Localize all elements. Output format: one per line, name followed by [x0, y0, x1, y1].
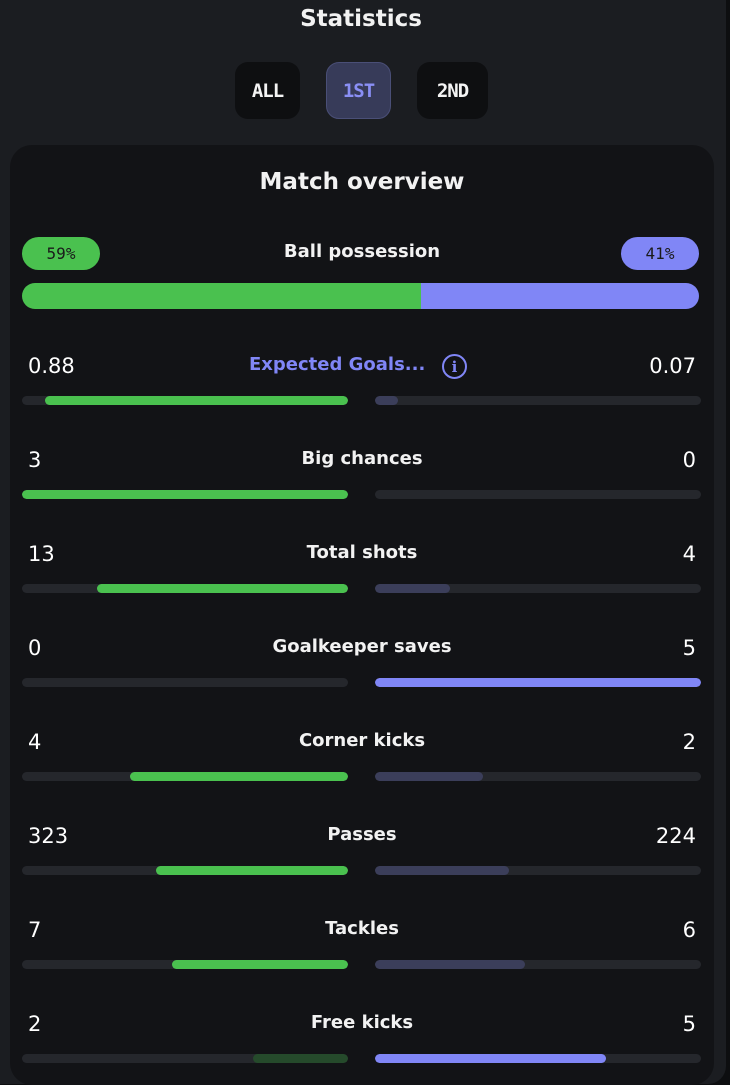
tab-all[interactable]: ALL	[235, 62, 300, 119]
stat-row: 7 Tackles 6	[10, 918, 714, 988]
match-overview-card: Match overview 59% Ball possession 41% 0…	[10, 145, 714, 1085]
away-stat-fill	[375, 960, 525, 969]
page-title: Statistics	[300, 6, 422, 32]
away-stat-bar	[375, 960, 701, 969]
home-stat-value: 7	[28, 918, 42, 942]
stat-name: Big chances	[301, 448, 423, 469]
away-stat-fill	[375, 772, 483, 781]
stat-name: Total shots	[306, 542, 418, 563]
stat-name: Tackles	[325, 918, 399, 939]
away-stat-fill	[375, 866, 509, 875]
away-stat-value: 6	[682, 918, 696, 942]
home-stat-bar	[22, 772, 348, 781]
period-tabs: ALL 1ST 2ND	[0, 62, 722, 119]
tab-1st[interactable]: 1ST	[326, 62, 391, 119]
stat-row: 0 Goalkeeper saves 5	[10, 636, 714, 706]
stat-row: 4 Corner kicks 2	[10, 730, 714, 800]
home-stat-value: 2	[28, 1012, 42, 1036]
away-stat-value: 224	[655, 824, 696, 848]
home-stat-bar	[22, 960, 348, 969]
away-stat-fill	[375, 584, 450, 593]
home-stat-bar	[22, 866, 348, 875]
home-stat-bar	[22, 490, 348, 499]
stat-name: Goalkeeper saves	[272, 636, 452, 657]
stat-name: Corner kicks	[298, 730, 426, 751]
away-stat-value: 0.07	[649, 354, 696, 378]
stat-name: Passes	[327, 824, 397, 845]
possession-bar	[22, 283, 699, 309]
away-stat-bar	[375, 1054, 701, 1063]
home-stat-value: 13	[28, 542, 55, 566]
home-stat-value: 0	[28, 636, 42, 660]
home-stat-fill	[155, 866, 348, 875]
possession-away-fill	[421, 283, 699, 309]
away-stat-bar	[375, 490, 701, 499]
away-stat-fill	[375, 396, 398, 405]
away-stat-value: 5	[682, 1012, 696, 1036]
possession-label: Ball possession	[283, 241, 441, 262]
home-stat-fill	[171, 960, 348, 969]
away-stat-value: 2	[682, 730, 696, 754]
home-stat-value: 4	[28, 730, 42, 754]
away-stat-bar	[375, 678, 701, 687]
away-stat-value: 4	[682, 542, 696, 566]
away-stat-fill	[375, 1054, 607, 1063]
tab-2nd[interactable]: 2ND	[417, 62, 488, 119]
away-stat-bar	[375, 396, 701, 405]
possession-home-fill	[22, 283, 422, 309]
home-stat-fill	[44, 396, 348, 405]
home-stat-fill	[253, 1054, 348, 1063]
away-stat-fill	[375, 678, 701, 687]
home-stat-value: 0.88	[28, 354, 75, 378]
home-stat-fill	[96, 584, 348, 593]
home-stat-bar	[22, 396, 348, 405]
stat-name[interactable]: Expected Goals...	[249, 354, 426, 375]
away-stat-value: 0	[682, 448, 696, 472]
home-stat-bar	[22, 1054, 348, 1063]
info-icon[interactable]: i	[442, 354, 467, 379]
away-possession-badge: 41%	[621, 237, 699, 270]
stat-name: Free kicks	[310, 1012, 414, 1033]
away-stat-bar	[375, 584, 701, 593]
home-stat-fill	[129, 772, 348, 781]
home-stat-bar	[22, 678, 348, 687]
home-stat-fill	[22, 490, 348, 499]
away-stat-bar	[375, 866, 701, 875]
home-possession-badge: 59%	[22, 237, 100, 270]
home-stat-value: 323	[28, 824, 69, 848]
stat-row: 3 Big chances 0	[10, 448, 714, 518]
stat-row: 13 Total shots 4	[10, 542, 714, 612]
away-stat-value: 5	[682, 636, 696, 660]
stat-row: 2 Free kicks 5	[10, 1012, 714, 1082]
away-stat-bar	[375, 772, 701, 781]
match-overview-title: Match overview	[259, 169, 465, 195]
home-stat-bar	[22, 584, 348, 593]
home-stat-value: 3	[28, 448, 42, 472]
stat-row: 323 Passes 224	[10, 824, 714, 894]
stat-row: 0.88 Expected Goals... i 0.07	[10, 354, 714, 424]
